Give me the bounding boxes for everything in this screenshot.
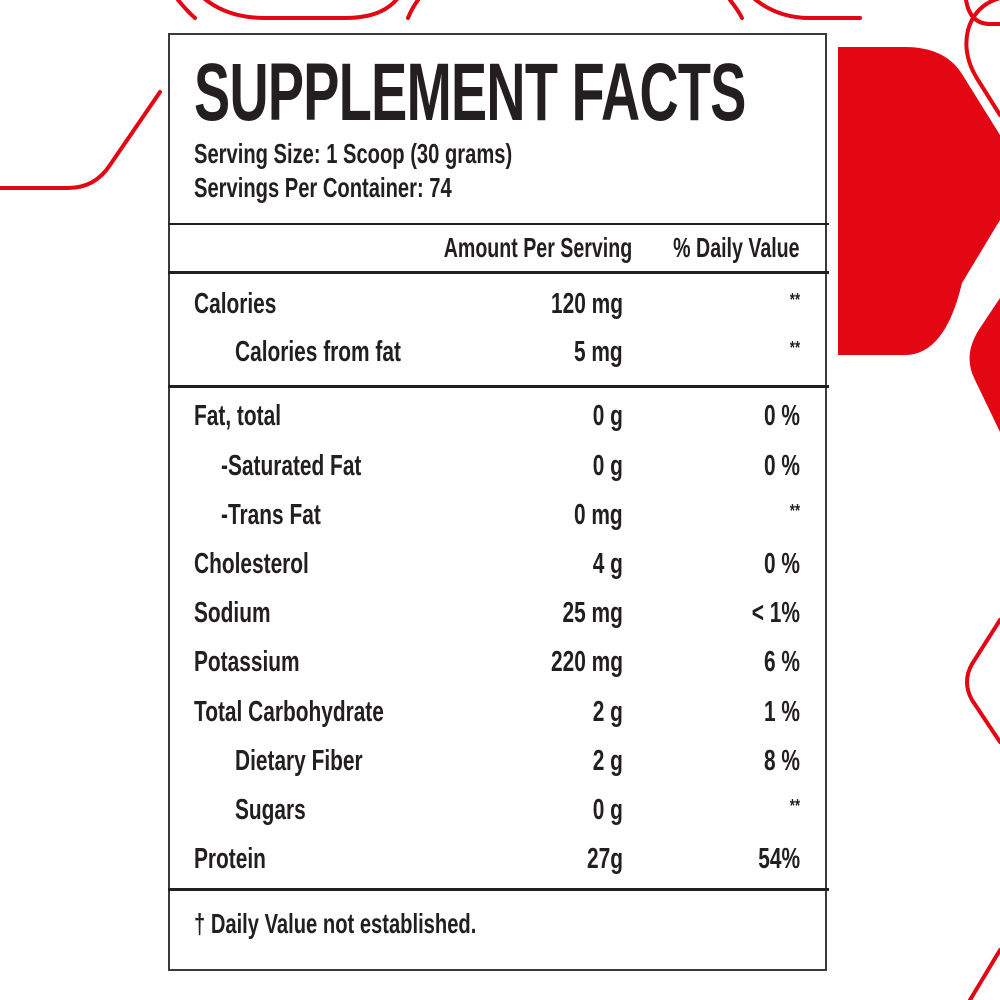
table-row: -Trans Fat 0 mg **	[170, 498, 825, 532]
nutrient-name: Potassium	[194, 646, 300, 678]
table-row: Calories from fat 5 mg **	[170, 335, 825, 369]
nutrient-amount: 2 g	[592, 745, 623, 777]
serving-size: Serving Size: 1 Scoop (30 grams)	[194, 138, 513, 169]
table-row: Protein 27g 54%	[170, 842, 825, 876]
nutrient-amount: 27g	[587, 843, 623, 875]
table-row: Sodium 25 mg < 1%	[170, 596, 825, 630]
footnote: † Daily Value not established.	[194, 908, 477, 939]
nutrient-name: Total Carbohydrate	[194, 696, 384, 728]
supplement-facts-panel: SUPPLEMENT FACTS Serving Size: 1 Scoop (…	[168, 33, 829, 971]
nutrient-daily-value: < 1%	[751, 597, 800, 629]
nutrient-name: -Trans Fat	[221, 499, 321, 531]
divider-column-headers	[168, 271, 829, 274]
table-row: Dietary Fiber 2 g 8 %	[170, 744, 825, 778]
nutrient-name: Fat, total	[194, 400, 282, 432]
nutrient-daily-value: 0 %	[764, 548, 800, 580]
divider-calories	[168, 385, 829, 388]
nutrient-daily-value: 54%	[758, 843, 800, 875]
nutrient-daily-value: **	[789, 796, 800, 816]
nutrient-amount: 220 mg	[551, 646, 623, 678]
nutrient-amount: 0 g	[592, 450, 623, 482]
nutrient-amount: 2 g	[592, 696, 623, 728]
column-header-daily-value: % Daily Value	[673, 232, 800, 263]
nutrient-amount: 25 mg	[562, 597, 623, 629]
nutrient-amount: 0 mg	[574, 499, 623, 531]
nutrient-name: Dietary Fiber	[235, 745, 363, 777]
nutrient-daily-value: **	[789, 290, 800, 310]
nutrient-daily-value: **	[789, 501, 800, 521]
nutrient-name: Calories from fat	[235, 336, 401, 368]
divider-header	[168, 223, 829, 225]
table-row: Sugars 0 g **	[170, 793, 825, 827]
nutrient-daily-value: 1 %	[764, 696, 800, 728]
table-row: Cholesterol 4 g 0 %	[170, 547, 825, 581]
nutrient-daily-value: **	[789, 338, 800, 358]
nutrient-name: Sugars	[235, 794, 306, 826]
nutrient-amount: 0 g	[592, 794, 623, 826]
table-row: Fat, total 0 g 0 %	[170, 399, 825, 433]
nutrient-daily-value: 6 %	[764, 646, 800, 678]
nutrient-name: Calories	[194, 288, 277, 320]
table-row: Potassium 220 mg 6 %	[170, 645, 825, 679]
servings-per-container: Servings Per Container: 74	[194, 172, 452, 203]
nutrient-amount: 4 g	[592, 548, 623, 580]
table-row: Calories 120 mg **	[170, 287, 825, 321]
nutrient-daily-value: 8 %	[764, 745, 800, 777]
table-row: -Saturated Fat 0 g 0 %	[170, 449, 825, 483]
nutrient-name: -Saturated Fat	[221, 450, 362, 482]
nutrient-amount: 0 g	[592, 400, 623, 432]
nutrient-amount: 120 mg	[551, 288, 623, 320]
nutrient-daily-value: 0 %	[764, 400, 800, 432]
divider-footnote	[168, 888, 829, 891]
nutrient-name: Protein	[194, 843, 266, 875]
table-row: Total Carbohydrate 2 g 1 %	[170, 695, 825, 729]
nutrient-name: Sodium	[194, 597, 271, 629]
column-header-amount: Amount Per Serving	[443, 232, 632, 263]
nutrient-amount: 5 mg	[574, 336, 623, 368]
nutrient-daily-value: 0 %	[764, 450, 800, 482]
panel-title: SUPPLEMENT FACTS	[194, 47, 746, 138]
nutrient-name: Cholesterol	[194, 548, 309, 580]
